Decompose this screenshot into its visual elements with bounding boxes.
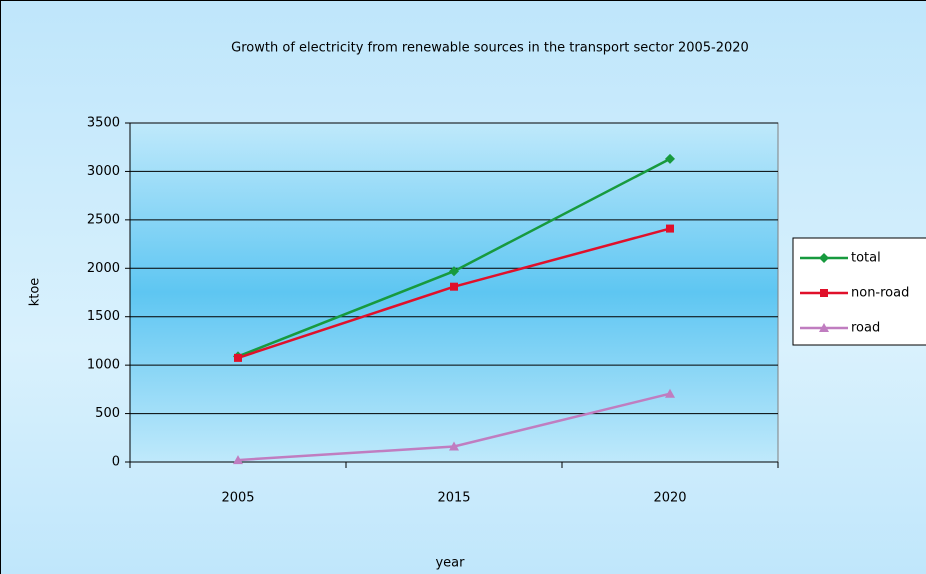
legend-marker <box>819 253 829 263</box>
x-tick-label: 2020 <box>653 491 686 506</box>
legend-marker <box>819 323 829 332</box>
y-tick-label: 500 <box>95 406 120 421</box>
x-tick-label: 2005 <box>221 491 254 506</box>
legend-marker <box>820 289 828 297</box>
legend-label: total <box>851 251 881 266</box>
marker <box>665 388 675 398</box>
marker <box>234 353 242 362</box>
chart-title: Growth of electricity from renewable sou… <box>231 41 749 56</box>
plot-area <box>129 122 779 463</box>
marker <box>666 224 674 233</box>
y-tick-label: 3500 <box>87 116 120 131</box>
marker <box>449 266 459 277</box>
x-axis-label: year <box>435 556 465 571</box>
legend-label: road <box>851 321 880 336</box>
y-tick-label: 1000 <box>87 358 120 373</box>
y-tick-label: 3000 <box>87 164 120 179</box>
legend-label: non-road <box>851 286 909 301</box>
marker <box>665 153 675 164</box>
marker <box>449 441 459 451</box>
y-tick-label: 0 <box>112 455 120 470</box>
marker <box>233 455 243 465</box>
marker <box>450 282 458 291</box>
y-tick-label: 2000 <box>87 261 120 276</box>
y-axis-label: ktoe <box>28 278 43 307</box>
x-tick-label: 2015 <box>437 491 470 506</box>
y-tick-label: 2500 <box>87 212 120 227</box>
y-tick-label: 1500 <box>87 309 120 324</box>
